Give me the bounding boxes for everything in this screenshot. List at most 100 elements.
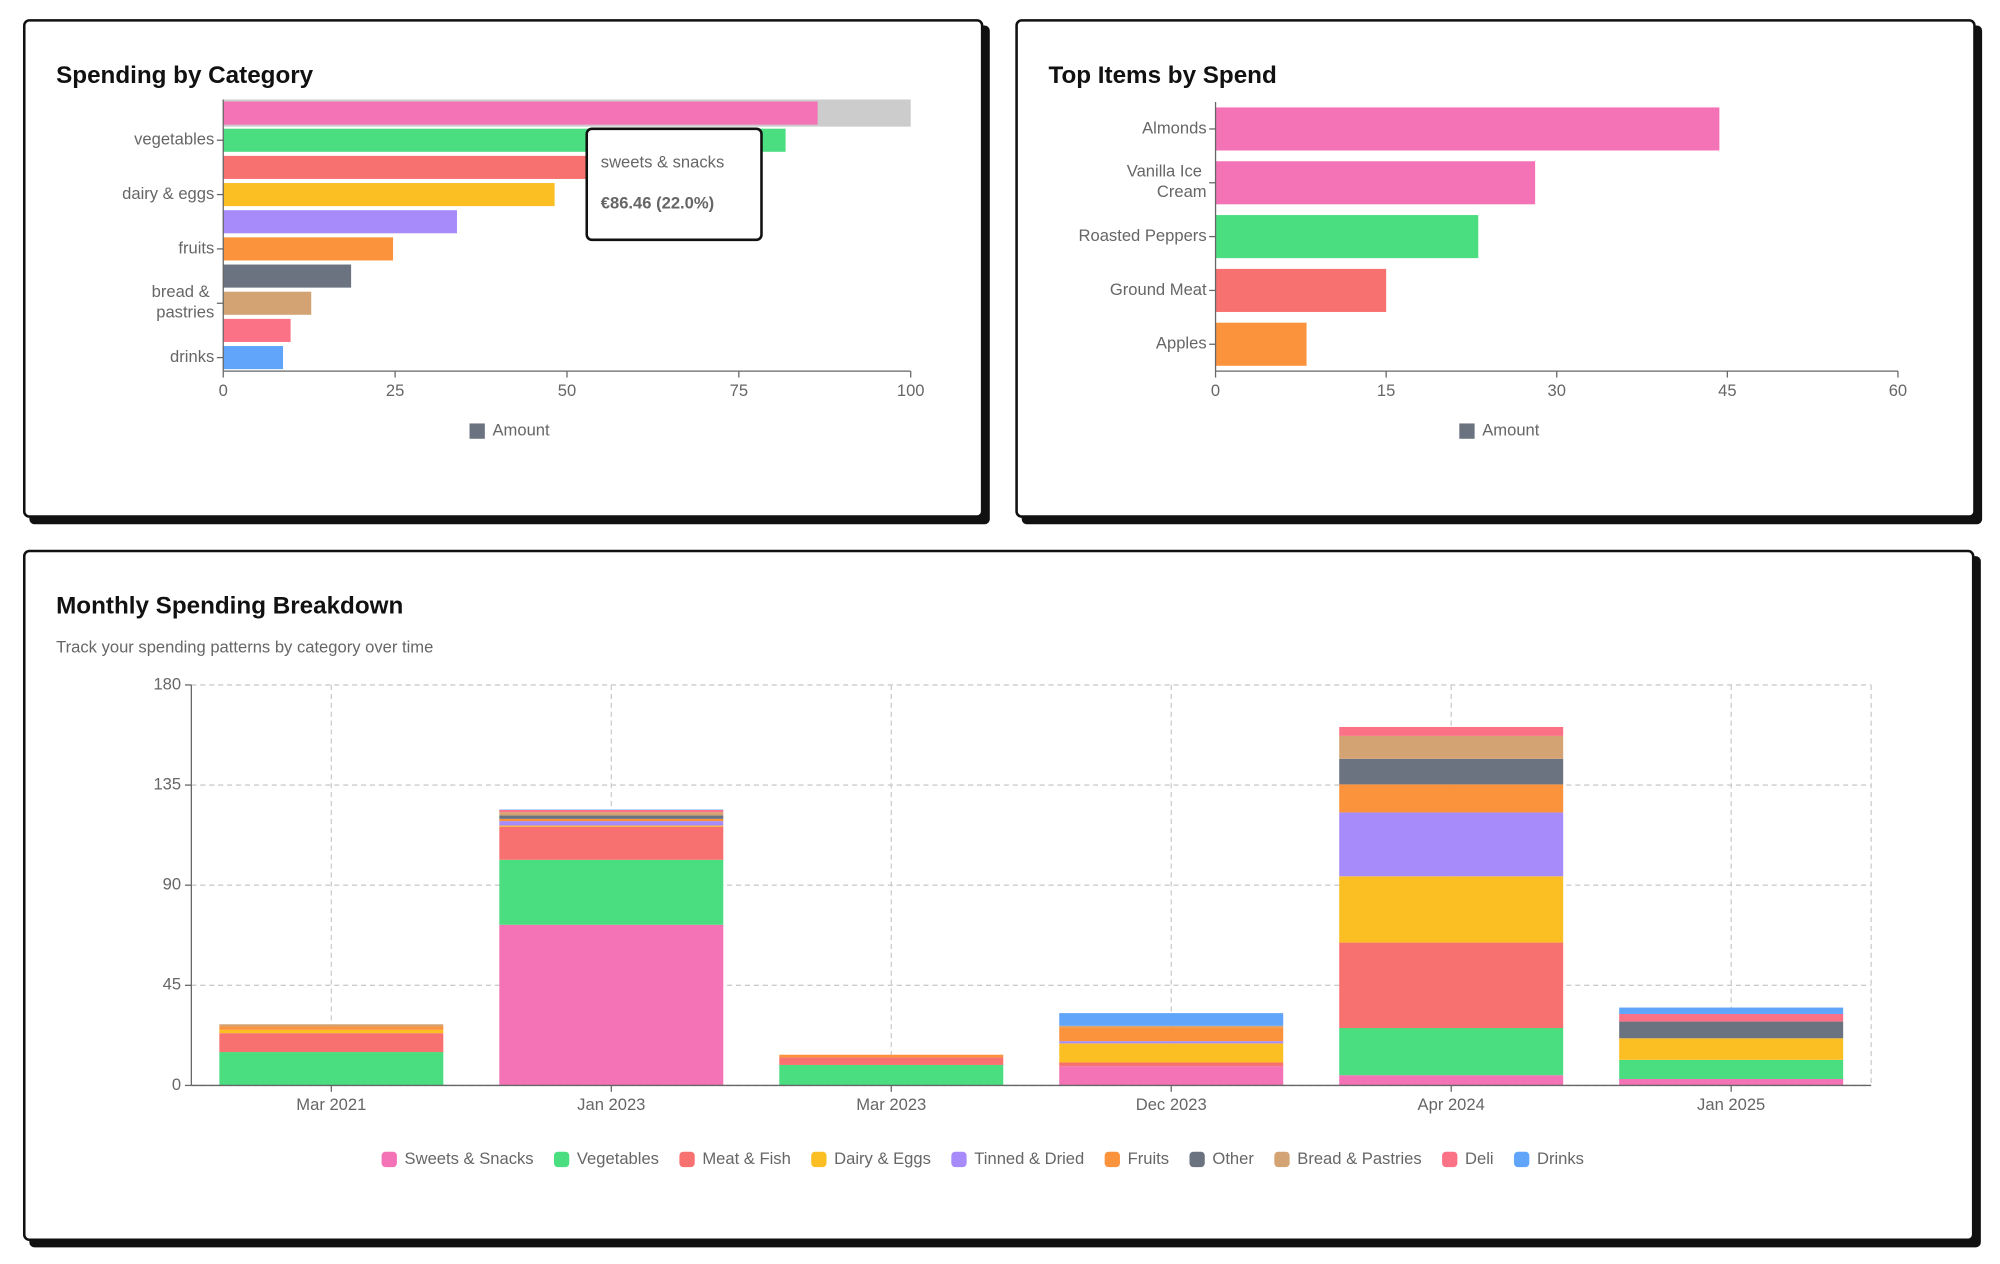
bar-segment xyxy=(1339,726,1564,736)
bar-segment xyxy=(779,1064,1004,1086)
chart-title: Monthly Spending Breakdown xyxy=(56,593,403,620)
bar-segment xyxy=(219,1024,444,1027)
legend-swatch xyxy=(381,1151,397,1168)
bar-segment xyxy=(1339,812,1564,877)
legend-swatch xyxy=(553,1151,570,1168)
bar-segment xyxy=(1339,758,1564,785)
bar-segment xyxy=(1619,1014,1844,1022)
legend-label: Deli xyxy=(1465,1149,1494,1168)
bar xyxy=(1215,322,1307,366)
bar xyxy=(223,101,818,125)
bar-segment xyxy=(499,818,724,822)
card xyxy=(22,19,984,518)
x-tick-label: 45 xyxy=(1718,381,1736,400)
x-tick-label: Dec 2023 xyxy=(1136,1095,1207,1114)
bar-segment xyxy=(1339,942,1564,1029)
bar xyxy=(1215,268,1387,312)
legend-label: Tinned & Dried xyxy=(974,1149,1084,1168)
legend: Sweets & Snacks Vegetables Meat & Fish Dair… xyxy=(381,1149,1584,1168)
bar xyxy=(223,291,312,315)
legend-swatch xyxy=(1274,1151,1290,1168)
bar xyxy=(223,183,555,207)
bar-segment xyxy=(499,826,724,860)
y-tick-label: 135 xyxy=(153,774,181,793)
y-tick-label: bread & pastries xyxy=(152,282,215,321)
bar xyxy=(223,346,284,370)
legend-swatch xyxy=(1442,1151,1458,1168)
bar xyxy=(1215,107,1720,151)
x-tick-label: Jan 2025 xyxy=(1697,1095,1765,1114)
y-tick-label: 0 xyxy=(172,1075,181,1094)
legend-label: Amount xyxy=(1482,420,1540,439)
bar-segment xyxy=(499,924,724,1086)
bar-segment xyxy=(779,1057,1004,1065)
bar-segment xyxy=(1059,1043,1284,1063)
tooltip-value: €86.46 (22.0%) xyxy=(601,193,714,212)
bar-segment xyxy=(1619,1078,1844,1086)
x-tick-label: Mar 2023 xyxy=(856,1095,926,1114)
bar xyxy=(1215,161,1536,205)
legend-label: Sweets & Snacks xyxy=(405,1149,534,1168)
bar xyxy=(223,237,394,261)
bar-segment xyxy=(219,1052,444,1086)
legend-label: Meat & Fish xyxy=(702,1149,790,1168)
bar xyxy=(223,318,291,342)
bar xyxy=(223,210,457,234)
chart-title: Spending by Category xyxy=(56,62,314,89)
y-tick-label: Vanilla Ice Cream xyxy=(1127,162,1207,201)
legend-swatch xyxy=(679,1151,695,1168)
y-tick-label: 180 xyxy=(153,674,181,693)
bar-segment xyxy=(499,821,724,826)
legend-label: Vegetables xyxy=(577,1149,659,1168)
y-tick-label: Almonds xyxy=(1142,118,1207,137)
bar-segment xyxy=(1059,1062,1284,1067)
bar-segment xyxy=(219,1033,444,1053)
tooltip xyxy=(585,127,763,242)
legend-label: Drinks xyxy=(1537,1149,1584,1168)
y-tick-label: vegetables xyxy=(134,130,214,149)
bar-segment xyxy=(1059,1013,1284,1026)
legend-label: Amount xyxy=(492,420,550,439)
bar-segment xyxy=(219,1026,444,1030)
bar-segment xyxy=(779,1054,1004,1058)
y-tick-label: Roasted Peppers xyxy=(1079,226,1207,245)
bar-segment xyxy=(1339,1028,1564,1076)
bar-segment xyxy=(1619,1007,1844,1015)
legend-swatch xyxy=(469,423,485,439)
bar-segment xyxy=(1619,1059,1844,1079)
y-tick-label: drinks xyxy=(170,347,214,366)
bar-segment xyxy=(1339,1075,1564,1086)
x-tick-label: 25 xyxy=(386,381,404,400)
bar-segment xyxy=(1339,784,1564,813)
legend-swatch xyxy=(951,1151,967,1168)
bar-segment xyxy=(499,815,724,819)
legend-label: Other xyxy=(1212,1149,1254,1168)
legend-label: Dairy & Eggs xyxy=(834,1149,931,1168)
legend-swatch xyxy=(1189,1151,1205,1168)
bar-segment xyxy=(1059,1041,1284,1044)
x-tick-label: Jan 2023 xyxy=(577,1095,645,1114)
bar-segment xyxy=(1059,1027,1284,1042)
bar-segment xyxy=(1339,876,1564,943)
x-tick-label: 100 xyxy=(897,381,925,400)
legend-swatch xyxy=(811,1151,827,1168)
y-tick-label: Apples xyxy=(1156,334,1207,353)
y-tick-label: dairy & eggs xyxy=(122,184,214,203)
card xyxy=(1015,19,1976,518)
x-tick-label: 15 xyxy=(1377,381,1395,400)
x-tick-label: 75 xyxy=(730,381,748,400)
x-tick-label: 0 xyxy=(219,381,228,400)
x-tick-label: 30 xyxy=(1548,381,1566,400)
x-tick-label: 50 xyxy=(558,381,576,400)
legend-label: Fruits xyxy=(1128,1149,1169,1168)
chart-title: Top Items by Spend xyxy=(1048,62,1276,89)
legend-swatch xyxy=(1104,1151,1120,1168)
y-tick-label: 45 xyxy=(163,975,181,994)
legend: Amount xyxy=(1459,420,1540,439)
y-tick-label: 90 xyxy=(163,875,181,894)
bar-segment xyxy=(1619,1021,1844,1039)
bar-segment xyxy=(499,825,724,827)
y-tick-label: Ground Meat xyxy=(1110,280,1207,299)
